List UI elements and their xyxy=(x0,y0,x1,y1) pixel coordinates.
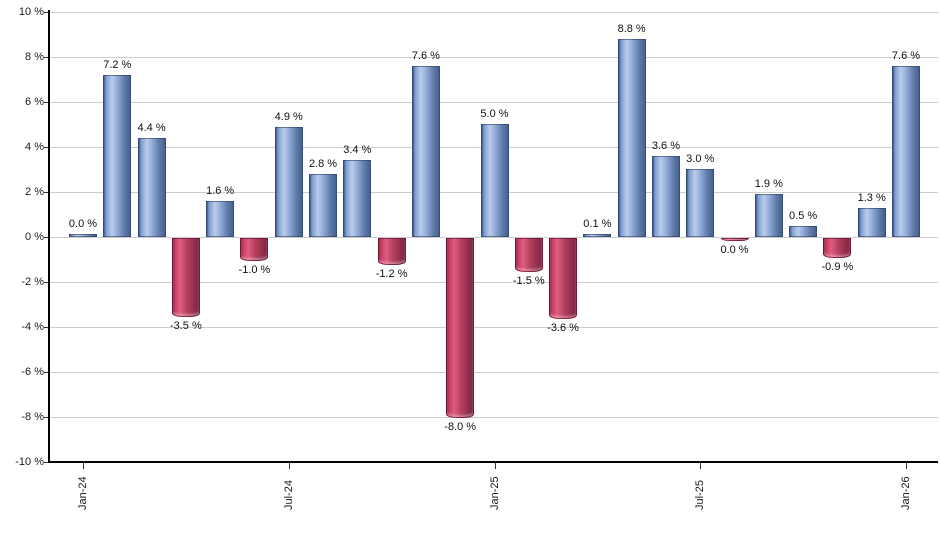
bar[interactable] xyxy=(617,39,646,237)
bar[interactable] xyxy=(514,238,543,272)
x-axis-tick xyxy=(700,463,702,469)
bar[interactable] xyxy=(480,124,509,237)
y-axis-label: 8 % xyxy=(25,51,44,63)
bar-value-label: 5.0 % xyxy=(480,108,509,120)
bar-value-label: 7.2 % xyxy=(103,59,132,71)
y-axis-tick xyxy=(44,102,49,103)
grid-line xyxy=(50,237,938,238)
bar[interactable] xyxy=(137,138,166,237)
bar-value-label: -1.5 % xyxy=(512,275,545,287)
bar-value-label: -8.0 % xyxy=(444,421,477,433)
x-axis-label: Jan-26 xyxy=(900,476,912,510)
bar-value-label: 0.5 % xyxy=(789,210,818,222)
bar-value-label: 4.4 % xyxy=(137,122,166,134)
y-axis-label: -6 % xyxy=(21,366,44,378)
bar[interactable] xyxy=(343,160,372,237)
y-axis-line xyxy=(48,10,50,463)
y-axis-tick xyxy=(44,282,49,283)
bar[interactable] xyxy=(686,169,715,237)
bar-value-label: 1.6 % xyxy=(206,185,235,197)
y-axis-tick xyxy=(44,417,49,418)
x-axis-label: Jan-24 xyxy=(77,476,89,510)
bar[interactable] xyxy=(857,208,886,237)
y-axis-tick xyxy=(44,462,49,463)
bar[interactable] xyxy=(789,226,818,237)
bar-value-label: 4.9 % xyxy=(274,111,303,123)
x-axis-tick xyxy=(906,463,907,469)
y-axis-label: -8 % xyxy=(21,411,44,423)
bar-value-label: -1.0 % xyxy=(238,264,271,276)
bar[interactable] xyxy=(103,75,132,237)
y-axis-tick xyxy=(44,192,49,193)
y-axis-label: -4 % xyxy=(21,321,44,333)
bar[interactable] xyxy=(651,156,680,237)
bar-value-label: 3.6 % xyxy=(651,140,681,152)
bar-value-label: -0.9 % xyxy=(821,261,854,273)
bar-value-label: 0.0 % xyxy=(68,218,98,230)
bar[interactable] xyxy=(823,238,852,258)
bar-value-label: -3.6 % xyxy=(547,322,579,334)
bar[interactable] xyxy=(69,234,97,237)
grid-line xyxy=(50,327,938,328)
bar-value-label: -3.5 % xyxy=(169,320,202,332)
bar-value-label: -1.2 % xyxy=(375,268,408,280)
bar-value-label: 3.4 % xyxy=(343,144,372,156)
bar[interactable] xyxy=(583,234,612,237)
bar[interactable] xyxy=(377,238,406,265)
x-axis-label: Jan-25 xyxy=(488,476,501,510)
grid-line xyxy=(50,417,938,418)
x-axis-label: Jul-25 xyxy=(694,480,707,510)
bar[interactable] xyxy=(720,238,749,241)
bar-value-label: 7.6 % xyxy=(411,50,440,62)
y-axis-tick xyxy=(44,57,49,58)
y-axis-tick xyxy=(44,372,49,373)
y-axis-label: 2 % xyxy=(25,186,44,198)
y-axis-tick xyxy=(44,147,49,148)
y-axis-tick xyxy=(44,327,49,328)
bar[interactable] xyxy=(446,238,475,418)
y-axis-tick xyxy=(44,237,49,238)
x-axis-line xyxy=(48,461,938,463)
bar-value-label: 1.3 % xyxy=(857,192,886,204)
x-axis-label: Jul-24 xyxy=(282,480,295,510)
bar[interactable] xyxy=(892,66,920,237)
y-axis-label: 4 % xyxy=(25,141,44,153)
y-axis-tick xyxy=(44,12,49,13)
bar[interactable] xyxy=(411,66,440,237)
bar-value-label: 0.1 % xyxy=(583,218,612,230)
bar[interactable] xyxy=(274,127,303,237)
bar-value-label: 0.0 % xyxy=(720,244,749,256)
bar-value-label: 2.8 % xyxy=(308,158,338,170)
grid-line xyxy=(50,57,938,58)
x-axis-tick xyxy=(494,463,496,469)
bar-value-label: 7.6 % xyxy=(891,50,921,62)
bar-value-label: 8.8 % xyxy=(617,23,646,35)
bar-value-label: 3.0 % xyxy=(686,153,715,165)
x-axis-tick xyxy=(83,463,84,469)
bar[interactable] xyxy=(309,174,338,237)
grid-line xyxy=(50,102,938,103)
x-axis-tick xyxy=(288,463,290,469)
bar[interactable] xyxy=(240,238,269,261)
grid-line xyxy=(50,282,938,283)
y-axis-label: 10 % xyxy=(18,6,44,18)
bar[interactable] xyxy=(171,238,200,317)
bar[interactable] xyxy=(206,201,235,237)
y-axis-label: -2 % xyxy=(21,276,44,288)
grid-line xyxy=(50,372,938,373)
bar-value-label: 1.9 % xyxy=(754,178,783,190)
grid-line xyxy=(50,12,938,13)
bar[interactable] xyxy=(754,194,783,237)
bar[interactable] xyxy=(549,238,578,319)
y-axis-label: 0 % xyxy=(25,231,44,243)
y-axis-label: 6 % xyxy=(25,96,44,108)
y-axis-label: -10 % xyxy=(15,456,44,468)
